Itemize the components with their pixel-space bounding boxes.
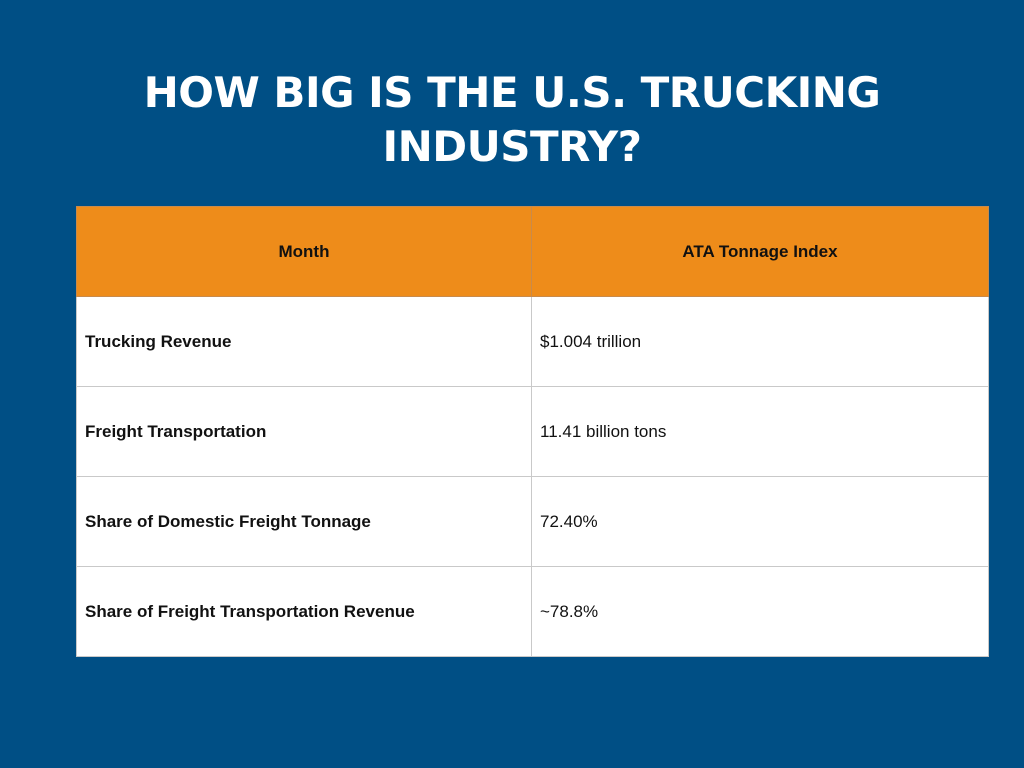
title-line-2: INDUSTRY? [382,122,642,171]
stats-table-container: Month ATA Tonnage Index Trucking Revenue… [76,206,989,657]
row-label: Trucking Revenue [76,296,532,387]
table-row: Freight Transportation 11.41 billion ton… [76,386,989,477]
stats-table: Month ATA Tonnage Index Trucking Revenue… [76,206,989,657]
row-value: $1.004 trillion [531,296,989,387]
table-row: Share of Freight Transportation Revenue … [76,566,989,657]
row-value: ~78.8% [531,566,989,657]
table-row: Share of Domestic Freight Tonnage 72.40% [76,476,989,567]
column-header-month: Month [76,206,532,297]
row-label: Share of Domestic Freight Tonnage [76,476,532,567]
table-row: Trucking Revenue $1.004 trillion [76,296,989,387]
row-label: Share of Freight Transportation Revenue [76,566,532,657]
table-header-row: Month ATA Tonnage Index [76,206,989,297]
title-line-1: HOW BIG IS THE U.S. TRUCKING [143,68,881,117]
row-value: 11.41 billion tons [531,386,989,477]
page-title: HOW BIG IS THE U.S. TRUCKING INDUSTRY? [0,66,1024,174]
row-label: Freight Transportation [76,386,532,477]
column-header-ata-tonnage-index: ATA Tonnage Index [531,206,989,297]
row-value: 72.40% [531,476,989,567]
